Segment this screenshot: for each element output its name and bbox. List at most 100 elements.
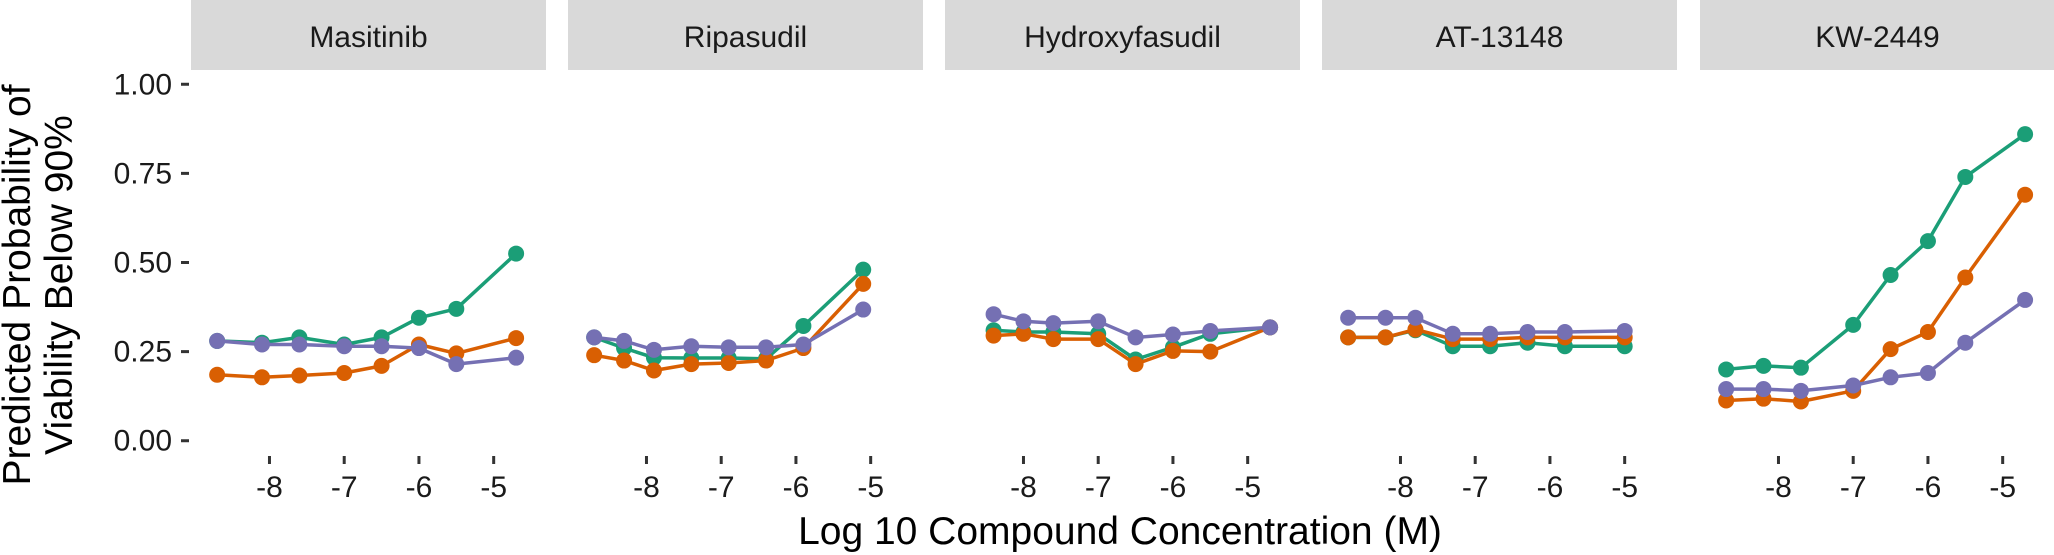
data-point xyxy=(1556,324,1573,341)
data-point xyxy=(1377,309,1394,326)
panel-title: Masitinib xyxy=(309,21,427,54)
data-point xyxy=(209,332,226,349)
data-point xyxy=(1845,377,1862,394)
y-axis-title-line-2: Viability Below 90% xyxy=(38,115,81,455)
y-tick-label: 1.00 xyxy=(114,68,172,101)
y-tick-label: 0.25 xyxy=(114,336,172,369)
panel-title: Hydroxyfasudil xyxy=(1024,21,1221,54)
data-point xyxy=(720,355,737,372)
data-point xyxy=(448,356,465,373)
data-point xyxy=(336,365,353,382)
data-point xyxy=(1718,392,1735,409)
data-point xyxy=(1882,266,1899,283)
data-point xyxy=(336,338,353,355)
panel-strip xyxy=(191,0,546,70)
x-tick-label: -6 xyxy=(406,471,433,504)
data-point xyxy=(1015,313,1032,330)
data-point xyxy=(616,352,633,369)
data-point xyxy=(2017,291,2034,308)
data-point xyxy=(410,309,427,326)
x-tick-label: -7 xyxy=(331,471,358,504)
data-point xyxy=(1090,331,1107,348)
data-point xyxy=(508,349,525,366)
data-point xyxy=(291,367,308,384)
data-point xyxy=(373,357,390,374)
data-point xyxy=(795,336,812,353)
data-point xyxy=(1919,233,1936,250)
data-point xyxy=(254,336,270,353)
data-point xyxy=(855,275,872,292)
data-point xyxy=(1957,334,1974,351)
x-tick-label: -8 xyxy=(1387,471,1414,504)
data-point xyxy=(1164,326,1181,343)
data-point xyxy=(1616,322,1633,339)
x-tick-label: -8 xyxy=(256,471,283,504)
panel-strip xyxy=(1322,0,1677,70)
series-line-3 xyxy=(1726,298,2027,393)
data-point xyxy=(2017,186,2034,203)
panel-title: KW-2449 xyxy=(1815,21,1940,54)
data-point xyxy=(586,347,603,364)
x-tick-label: -5 xyxy=(480,471,507,504)
x-tick-label: -8 xyxy=(1010,471,1037,504)
data-point xyxy=(1919,324,1936,341)
panel-strip xyxy=(945,0,1300,70)
data-point xyxy=(373,338,390,355)
data-point xyxy=(1845,316,1862,333)
data-point xyxy=(1045,315,1062,332)
panel-strip xyxy=(568,0,923,70)
data-point xyxy=(758,352,775,369)
x-tick-label: -5 xyxy=(1989,471,2016,504)
data-point xyxy=(508,245,525,262)
data-point xyxy=(1127,356,1144,373)
data-point xyxy=(209,366,226,383)
panels: Masitinib -8 -7 -6 -5 Ripasudil -8 -7 -6 -5 Hydrox… xyxy=(191,0,2054,504)
panel-masitinib: Masitinib -8 -7 -6 -5 xyxy=(191,0,546,504)
data-point xyxy=(1340,329,1357,346)
data-point xyxy=(2017,126,2034,143)
x-tick-label: -7 xyxy=(1840,471,1867,504)
data-point xyxy=(1919,365,1936,382)
panel-title: AT-13148 xyxy=(1436,21,1564,54)
data-point xyxy=(758,339,775,356)
data-point xyxy=(855,261,872,278)
x-tick-label: -8 xyxy=(1765,471,1792,504)
y-axis-title-line-1: Predicted Probability of xyxy=(0,84,39,485)
x-tick-label: -6 xyxy=(1537,471,1564,504)
data-point xyxy=(1482,325,1499,342)
data-point xyxy=(1377,329,1394,346)
data-point xyxy=(1444,325,1461,342)
data-point xyxy=(795,317,812,334)
data-point xyxy=(1792,382,1809,399)
data-point xyxy=(291,336,308,353)
series-line-1 xyxy=(217,252,518,347)
x-tick-label: -7 xyxy=(708,471,735,504)
data-point xyxy=(645,341,662,358)
x-tick-label: -6 xyxy=(1915,471,1942,504)
data-point xyxy=(616,332,633,349)
y-tick-label: 0.00 xyxy=(114,425,172,458)
x-tick-label: -8 xyxy=(633,471,660,504)
data-point xyxy=(1957,168,1974,185)
data-point xyxy=(1015,325,1032,342)
data-point xyxy=(1718,381,1735,398)
data-point xyxy=(1957,269,1974,286)
data-point xyxy=(1127,329,1144,346)
data-point xyxy=(1407,321,1424,338)
panel-title: Ripasudil xyxy=(684,21,807,54)
data-point xyxy=(508,330,525,347)
data-point xyxy=(855,301,872,318)
data-point xyxy=(1882,369,1899,386)
data-point xyxy=(586,329,603,346)
data-point xyxy=(1202,343,1219,360)
data-point xyxy=(410,340,427,357)
data-point xyxy=(448,300,465,317)
panel-ripasudil: Ripasudil -8 -7 -6 -5 xyxy=(568,0,923,504)
panel-hydroxyfasudil: Hydroxyfasudil -8 -7 -6 -5 xyxy=(945,0,1300,504)
data-point xyxy=(1882,341,1899,358)
data-point xyxy=(1407,309,1424,326)
x-tick-label: -5 xyxy=(1611,471,1638,504)
x-tick-label: -5 xyxy=(1234,471,1261,504)
data-point xyxy=(254,369,270,386)
